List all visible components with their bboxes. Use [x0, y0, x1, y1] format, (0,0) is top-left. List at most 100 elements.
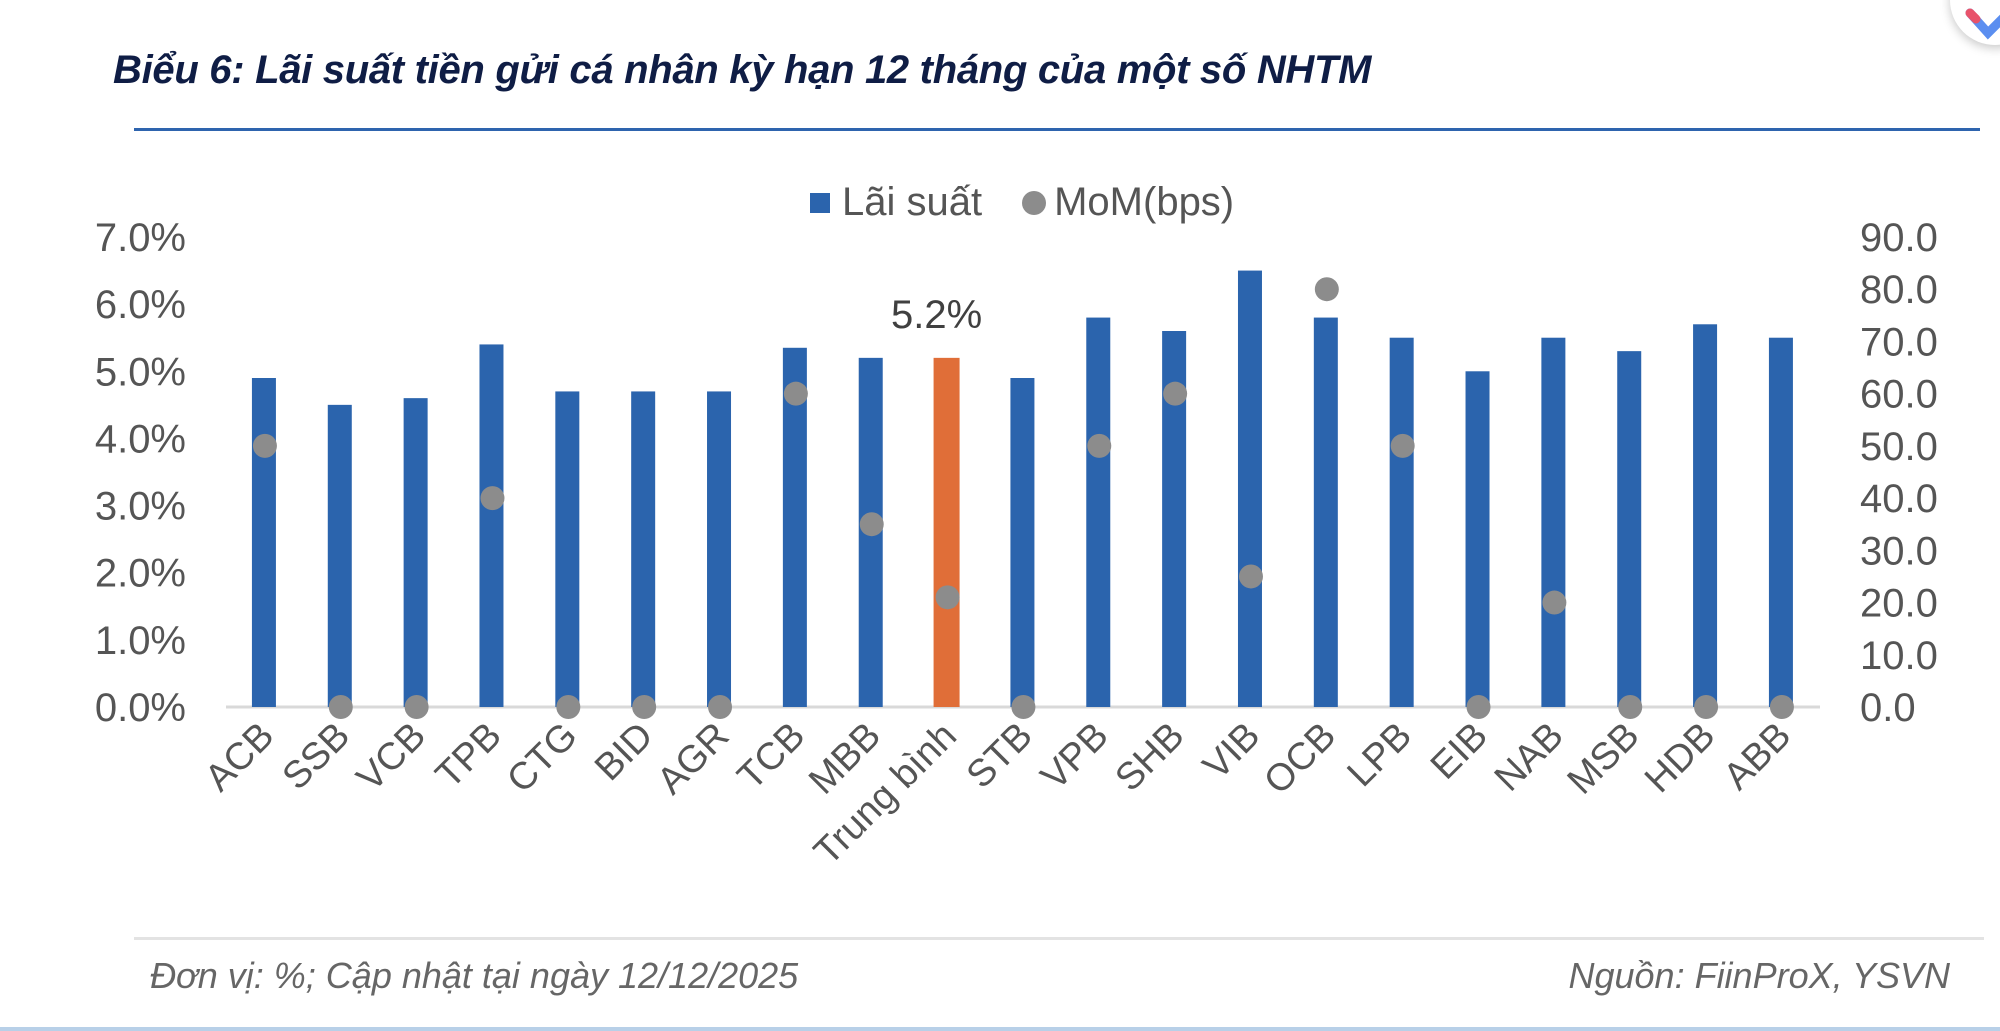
mom-dot: [1011, 695, 1036, 719]
bar-ssb: [327, 404, 352, 707]
category-label: AGR: [649, 715, 737, 803]
bar-series: [251, 270, 1793, 707]
mom-dot: [1163, 381, 1188, 406]
chart-legend: Lãi suất MoM(bps): [810, 180, 1274, 225]
left-tick-label: 3.0%: [95, 485, 186, 529]
category-label: TPB: [428, 715, 510, 797]
average-value-label: 5.2%: [891, 293, 982, 337]
category-label: NAB: [1487, 715, 1572, 800]
mom-dot: [1314, 277, 1339, 302]
category-label: OCB: [1256, 715, 1344, 803]
right-tick-label: 90.0: [1860, 216, 1938, 260]
legend-mom-label: MoM(bps): [1054, 180, 1235, 224]
mom-dot: [556, 695, 581, 719]
combo-chart: 0.0% 1.0% 2.0% 3.0% 4.0% 5.0% 6.0% 7.0% 0.0 10.0…: [95, 216, 1938, 874]
bar-msb: [1617, 351, 1642, 707]
bar-tcb: [782, 347, 807, 707]
mom-dot: [252, 433, 277, 458]
right-tick-label: 50.0: [1860, 425, 1938, 469]
mom-dot: [480, 486, 505, 511]
mom-dot-series: [252, 277, 1794, 719]
bar-vcb: [403, 398, 428, 707]
mom-dot: [935, 585, 960, 610]
source-note: Nguồn: FiinProX, YSVN: [1568, 955, 1950, 996]
left-tick-label: 5.0%: [95, 350, 186, 394]
bar-ocb: [1313, 317, 1338, 707]
legend-item-rate: Lãi suất: [810, 180, 982, 225]
left-tick-label: 6.0%: [95, 283, 186, 327]
category-label: LPB: [1340, 715, 1420, 795]
legend-rate-label: Lãi suất: [842, 180, 983, 224]
bar-hdb: [1693, 324, 1718, 707]
mom-dot: [1390, 433, 1415, 458]
bar-ctg: [555, 391, 580, 707]
footer-divider: [134, 937, 1984, 940]
bar-trung-bình: [933, 357, 960, 707]
bottom-border: [0, 1027, 2000, 1031]
mom-dot: [1087, 433, 1112, 458]
bar-bid: [631, 391, 656, 707]
category-label: EIB: [1423, 715, 1496, 788]
mom-dot: [1769, 695, 1794, 719]
mom-dot: [1618, 695, 1643, 719]
category-label: VCB: [349, 715, 434, 800]
mom-dot: [404, 695, 429, 719]
bar-vpb: [1086, 317, 1111, 707]
right-tick-label: 30.0: [1860, 529, 1938, 573]
category-label: TCB: [730, 715, 813, 798]
bar-swatch-icon: [810, 192, 830, 213]
title-divider: [134, 128, 1980, 131]
category-label: STB: [959, 715, 1041, 797]
bar-agr: [707, 391, 732, 707]
bar-acb: [251, 378, 276, 707]
left-axis-ticks: 0.0% 1.0% 2.0% 3.0% 4.0% 5.0% 6.0% 7.0%: [95, 216, 186, 730]
bar-vib: [1237, 270, 1262, 707]
bar-abb: [1768, 337, 1793, 707]
bar-lpb: [1389, 337, 1414, 707]
category-label: VPB: [1033, 715, 1116, 798]
category-label: MSB: [1560, 715, 1648, 803]
bar-eib: [1465, 371, 1490, 707]
mom-dot: [632, 695, 657, 719]
bar-stb: [1010, 378, 1035, 707]
left-tick-label: 7.0%: [95, 216, 186, 260]
category-label: SHB: [1108, 715, 1193, 800]
right-tick-label: 10.0: [1860, 634, 1938, 678]
category-label: VIB: [1195, 715, 1268, 788]
left-tick-label: 0.0%: [95, 686, 186, 730]
dot-swatch-icon: [1022, 190, 1047, 215]
mom-dot: [328, 695, 353, 719]
mom-dot: [1238, 564, 1263, 589]
right-tick-label: 40.0: [1860, 477, 1938, 521]
bar-nab: [1541, 337, 1566, 707]
left-tick-label: 2.0%: [95, 552, 186, 596]
category-label: SSB: [275, 715, 358, 798]
unit-note: Đơn vị: %; Cập nhật tại ngày 12/12/2025: [150, 955, 799, 996]
legend-item-mom: MoM(bps): [1022, 180, 1234, 225]
left-tick-label: 4.0%: [95, 417, 186, 461]
mom-dot: [859, 512, 884, 537]
right-tick-label: 20.0: [1860, 582, 1938, 626]
right-axis-ticks: 0.0 10.0 20.0 30.0 40.0 50.0 60.0 70.0 80.0 90.0: [1860, 216, 1938, 730]
mom-dot: [1466, 695, 1491, 719]
lens-icon: [1965, 8, 2000, 40]
mom-dot: [783, 381, 808, 406]
mom-dot: [708, 695, 733, 719]
left-tick-label: 1.0%: [95, 619, 186, 663]
category-label: HDB: [1637, 715, 1723, 801]
right-tick-label: 0.0: [1860, 686, 1916, 730]
right-tick-label: 70.0: [1860, 320, 1938, 364]
category-label: ACB: [197, 715, 282, 800]
lens-button[interactable]: [1950, 0, 2000, 45]
right-tick-label: 60.0: [1860, 373, 1938, 417]
category-label: BID: [587, 715, 662, 790]
chart-title: Biểu 6: Lãi suất tiền gửi cá nhân kỳ hạn…: [113, 48, 1372, 92]
bar-tpb: [479, 344, 504, 707]
category-label: CTG: [499, 715, 585, 801]
mom-dot: [1694, 695, 1719, 719]
right-tick-label: 80.0: [1860, 268, 1938, 312]
mom-dot: [1542, 590, 1567, 615]
category-label: ABB: [1716, 715, 1799, 798]
average-annotation: 5.2%: [891, 293, 982, 337]
